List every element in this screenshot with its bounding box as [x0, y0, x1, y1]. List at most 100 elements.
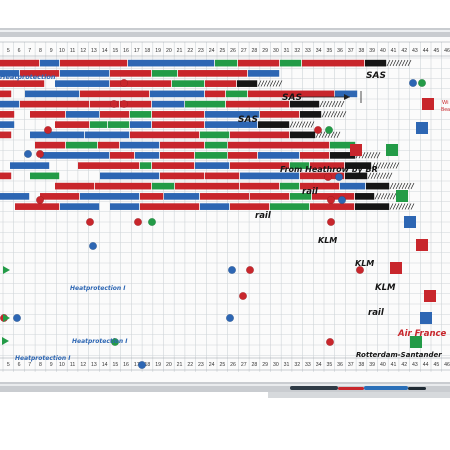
round-magnet [324, 125, 334, 135]
column-number: 34 [316, 362, 322, 368]
schedule-bar [312, 193, 355, 200]
schedule-bar [0, 121, 15, 128]
frame-highlight [0, 384, 450, 386]
schedule-bar [152, 182, 175, 190]
column-number: 43 [412, 362, 418, 368]
schedule-bar [205, 172, 240, 180]
transit-hatch [319, 100, 324, 108]
transit-hatch [389, 162, 394, 169]
transit-hatch [392, 182, 397, 190]
column-number: 32 [294, 48, 300, 54]
marker-pen [408, 387, 426, 390]
schedule-bar [237, 80, 258, 87]
schedule-bar [164, 193, 200, 200]
transit-hatch [379, 172, 384, 179]
transit-hatch [377, 193, 382, 200]
transit-hatch [322, 100, 327, 108]
column-number: 40 [380, 48, 386, 54]
transit-hatch [386, 162, 391, 169]
round-magnet [35, 195, 45, 205]
schedule-bar [172, 80, 205, 87]
annotation-label: Air France [397, 329, 447, 339]
schedule-bar [110, 80, 172, 87]
schedule-bar [205, 121, 258, 128]
column-number: 38 [359, 48, 365, 54]
schedule-bar [78, 162, 140, 169]
column-number: 37 [348, 48, 354, 54]
transit-hatch [373, 152, 378, 159]
schedule-bar [66, 141, 98, 149]
schedule-bar [238, 59, 280, 67]
square-magnet [424, 290, 436, 302]
column-number: 26 [230, 362, 236, 368]
column-number: 9 [50, 48, 53, 54]
side-note: Wi [442, 100, 448, 106]
round-magnet [326, 217, 336, 227]
column-number: 16 [123, 48, 129, 54]
column-number: 44 [423, 362, 429, 368]
transit-hatch [392, 59, 397, 67]
column-number: 10 [59, 362, 65, 368]
schedule-bar [55, 121, 90, 128]
transit-hatch [370, 152, 375, 159]
schedule-bar [250, 193, 290, 200]
annotation-label: Heatprotection I [72, 338, 128, 345]
triangle-marker [3, 314, 10, 322]
round-magnet [334, 172, 344, 182]
schedule-bar [60, 203, 100, 210]
schedule-bar [80, 193, 140, 200]
transit-hatch [392, 193, 397, 200]
transit-hatch [318, 131, 323, 138]
schedule-bar [205, 80, 237, 87]
marker-pen [364, 386, 408, 390]
schedule-bar [355, 193, 375, 200]
column-number: 42 [401, 362, 407, 368]
column-number: 17 [134, 48, 140, 54]
schedule-bar [100, 172, 160, 180]
schedule-bar [270, 203, 310, 210]
schedule-bar [0, 70, 20, 77]
column-number: 12 [80, 362, 86, 368]
column-number: 25 [219, 48, 225, 54]
schedule-bar [152, 100, 185, 108]
column-number: 36 [337, 362, 343, 368]
column-number: 21 [177, 48, 183, 54]
transit-hatch [367, 152, 372, 159]
column-number: 37 [348, 362, 354, 368]
triangle-marker [3, 266, 10, 274]
round-magnet [109, 99, 119, 109]
square-magnet [422, 98, 434, 110]
schedule-bar [140, 162, 152, 169]
column-number: 15 [112, 48, 118, 54]
schedule-bar [130, 111, 152, 118]
transit-hatch [410, 182, 415, 190]
square-magnet [416, 122, 428, 134]
schedule-bar [152, 70, 178, 77]
schedule-bar [310, 162, 345, 169]
schedule-bar [152, 111, 205, 118]
transit-hatch [364, 152, 369, 159]
column-number: 29 [262, 362, 268, 368]
transit-hatch [295, 121, 300, 128]
column-number: 24 [209, 48, 215, 54]
schedule-bar [300, 182, 340, 190]
schedule-bar [205, 111, 260, 118]
schedule-bar [30, 111, 66, 118]
transit-hatch [367, 172, 372, 179]
column-number: 14 [102, 48, 108, 54]
column-number: 31 [284, 48, 290, 54]
column-number: 18 [145, 48, 151, 54]
schedule-bar [128, 59, 215, 67]
column-number: 13 [91, 362, 97, 368]
round-magnet [147, 217, 157, 227]
transit-hatch [380, 162, 385, 169]
schedule-bar [160, 172, 205, 180]
column-number: 17 [134, 362, 140, 368]
schedule-bar [20, 100, 90, 108]
transit-hatch [331, 100, 336, 108]
transit-hatch [404, 59, 409, 67]
transit-hatch [389, 59, 394, 67]
transit-hatch [292, 121, 297, 128]
schedule-bar [30, 172, 60, 180]
schedule-bar [345, 172, 368, 180]
